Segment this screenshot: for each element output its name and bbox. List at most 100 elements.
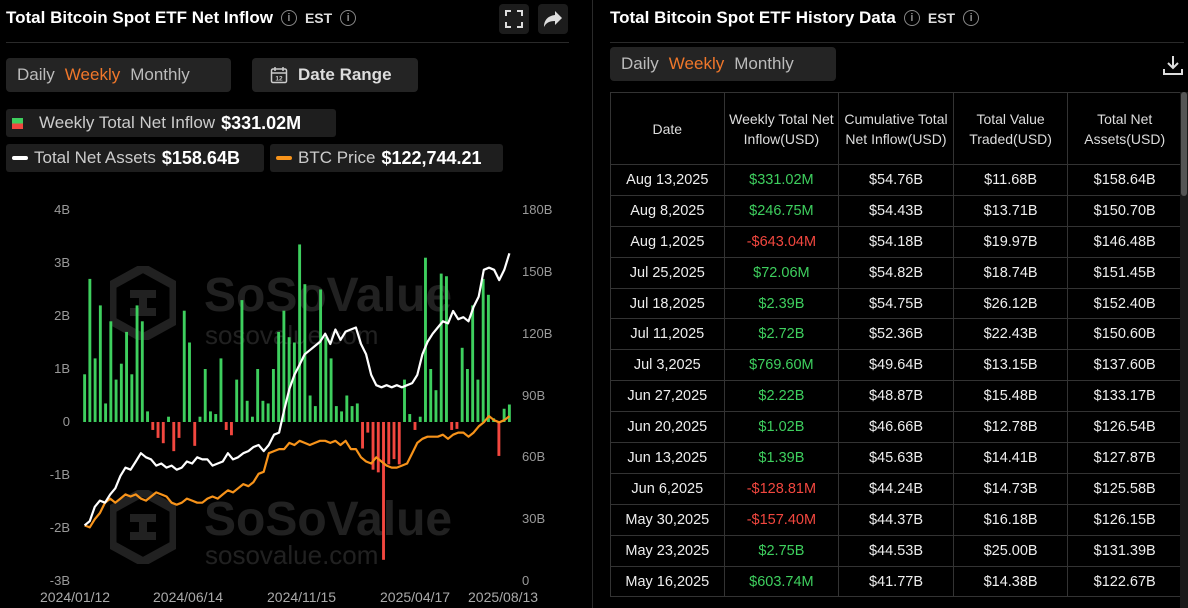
inflow-bar[interactable] (261, 400, 265, 422)
inflow-bar[interactable] (408, 414, 412, 422)
inflow-bar[interactable] (119, 363, 123, 422)
inflow-bar[interactable] (460, 347, 464, 422)
inflow-bar[interactable] (434, 390, 438, 422)
col-net-assets[interactable]: Total Net Assets(USD) (1067, 92, 1182, 165)
inflow-bar[interactable] (125, 331, 129, 422)
inflow-bar[interactable] (371, 422, 375, 470)
inflow-bar[interactable] (387, 422, 391, 465)
inflow-bar[interactable] (114, 379, 118, 422)
history-info-icon[interactable]: i (903, 10, 920, 26)
inflow-bar[interactable] (135, 305, 139, 422)
download-button[interactable] (1162, 54, 1184, 81)
inflow-bar[interactable] (214, 414, 218, 422)
inflow-bar[interactable] (156, 422, 160, 438)
inflow-bar[interactable] (193, 422, 197, 446)
inflow-bar[interactable] (188, 342, 191, 423)
inflow-bar[interactable] (182, 310, 186, 422)
inflow-bar[interactable] (256, 369, 260, 422)
inflow-bar[interactable] (382, 422, 385, 560)
inflow-bar[interactable] (481, 278, 485, 422)
inflow-bar[interactable] (502, 408, 506, 422)
inflow-bar[interactable] (418, 416, 422, 422)
inflow-bar[interactable] (140, 321, 144, 422)
inflow-bar[interactable] (350, 406, 354, 422)
inflow-bar[interactable] (334, 406, 338, 422)
inflow-bar[interactable] (203, 369, 207, 422)
inflow-bar[interactable] (507, 404, 511, 422)
inflow-bar[interactable] (104, 403, 108, 422)
inflow-bar[interactable] (277, 331, 281, 422)
tab-monthly[interactable]: Monthly (130, 65, 190, 84)
inflow-bar[interactable] (486, 294, 490, 422)
btc-price-line[interactable] (84, 415, 511, 529)
inflow-bar[interactable] (198, 416, 202, 422)
inflow-bar[interactable] (450, 422, 454, 430)
col-weekly-inflow[interactable]: Weekly Total Net Inflow(USD) (723, 92, 840, 165)
inflow-bar[interactable] (465, 369, 469, 422)
inflow-bar[interactable] (219, 358, 223, 422)
date-range-button[interactable]: 12 Date Range (252, 58, 418, 92)
tab-daily[interactable]: Daily (17, 65, 55, 84)
inflow-bar[interactable] (361, 422, 364, 449)
inflow-bar[interactable] (98, 305, 102, 422)
inflow-bar[interactable] (397, 422, 401, 465)
inflow-bar[interactable] (130, 374, 134, 422)
inflow-bar[interactable] (88, 278, 92, 422)
inflow-bar[interactable] (313, 406, 317, 422)
history-tab-daily[interactable]: Daily (621, 54, 659, 73)
inflow-bar[interactable] (340, 411, 344, 422)
inflow-bar[interactable] (245, 400, 249, 422)
inflow-bar[interactable] (424, 257, 427, 422)
inflow-bar[interactable] (471, 305, 475, 422)
inflow-bar[interactable] (167, 416, 170, 422)
inflow-bar[interactable] (172, 422, 176, 452)
col-value-traded[interactable]: Total Value Traded(USD) (952, 92, 1069, 165)
inflow-bar[interactable] (83, 374, 87, 422)
inflow-bar[interactable] (224, 422, 228, 430)
inflow-bar[interactable] (240, 300, 244, 422)
share-button[interactable] (538, 4, 568, 34)
scrollbar-track[interactable] (1180, 92, 1188, 608)
tab-weekly[interactable]: Weekly (64, 65, 121, 84)
inflow-bar[interactable] (476, 379, 480, 422)
inflow-bar[interactable] (161, 422, 165, 444)
inflow-bar[interactable] (403, 379, 406, 422)
inflow-bar[interactable] (230, 422, 233, 436)
inflow-bar[interactable] (413, 422, 417, 430)
inflow-bar[interactable] (266, 403, 270, 422)
inflow-bar[interactable] (287, 337, 291, 422)
inflow-bar[interactable] (109, 321, 113, 422)
inflow-bar[interactable] (282, 310, 286, 422)
inflow-bar[interactable] (235, 379, 239, 422)
inflow-bar[interactable] (324, 337, 328, 422)
inflow-bar[interactable] (271, 369, 275, 422)
timezone-info-icon[interactable]: i (340, 10, 357, 26)
fullscreen-button[interactable] (499, 4, 529, 34)
inflow-bar[interactable] (439, 273, 443, 422)
inflow-bar[interactable] (298, 244, 302, 422)
inflow-bar[interactable] (151, 422, 155, 430)
inflow-bar[interactable] (177, 422, 181, 438)
info-icon[interactable]: i (280, 10, 297, 26)
inflow-bar[interactable] (345, 395, 349, 423)
inflow-bar[interactable] (366, 422, 370, 433)
inflow-bar[interactable] (429, 369, 433, 422)
history-timezone-info-icon[interactable]: i (963, 10, 980, 26)
total-net-assets-line[interactable] (83, 252, 511, 527)
inflow-bar[interactable] (376, 422, 380, 473)
inflow-bar[interactable] (445, 276, 448, 422)
inflow-bar[interactable] (146, 411, 149, 422)
scrollbar-thumb[interactable] (1181, 92, 1187, 196)
inflow-bar[interactable] (209, 411, 212, 422)
inflow-bar[interactable] (355, 403, 359, 422)
inflow-bar[interactable] (292, 342, 296, 423)
inflow-bar[interactable] (308, 395, 312, 423)
col-cumulative-inflow[interactable]: Cumulative Total Net Inflow(USD) (838, 92, 954, 165)
history-tab-weekly[interactable]: Weekly (668, 54, 725, 73)
inflow-bar[interactable] (250, 416, 254, 422)
inflow-bar[interactable] (497, 422, 501, 456)
inflow-bar[interactable] (392, 422, 396, 460)
col-date[interactable]: Date (610, 92, 725, 165)
inflow-bar[interactable] (329, 358, 333, 422)
inflow-bar[interactable] (455, 422, 459, 429)
